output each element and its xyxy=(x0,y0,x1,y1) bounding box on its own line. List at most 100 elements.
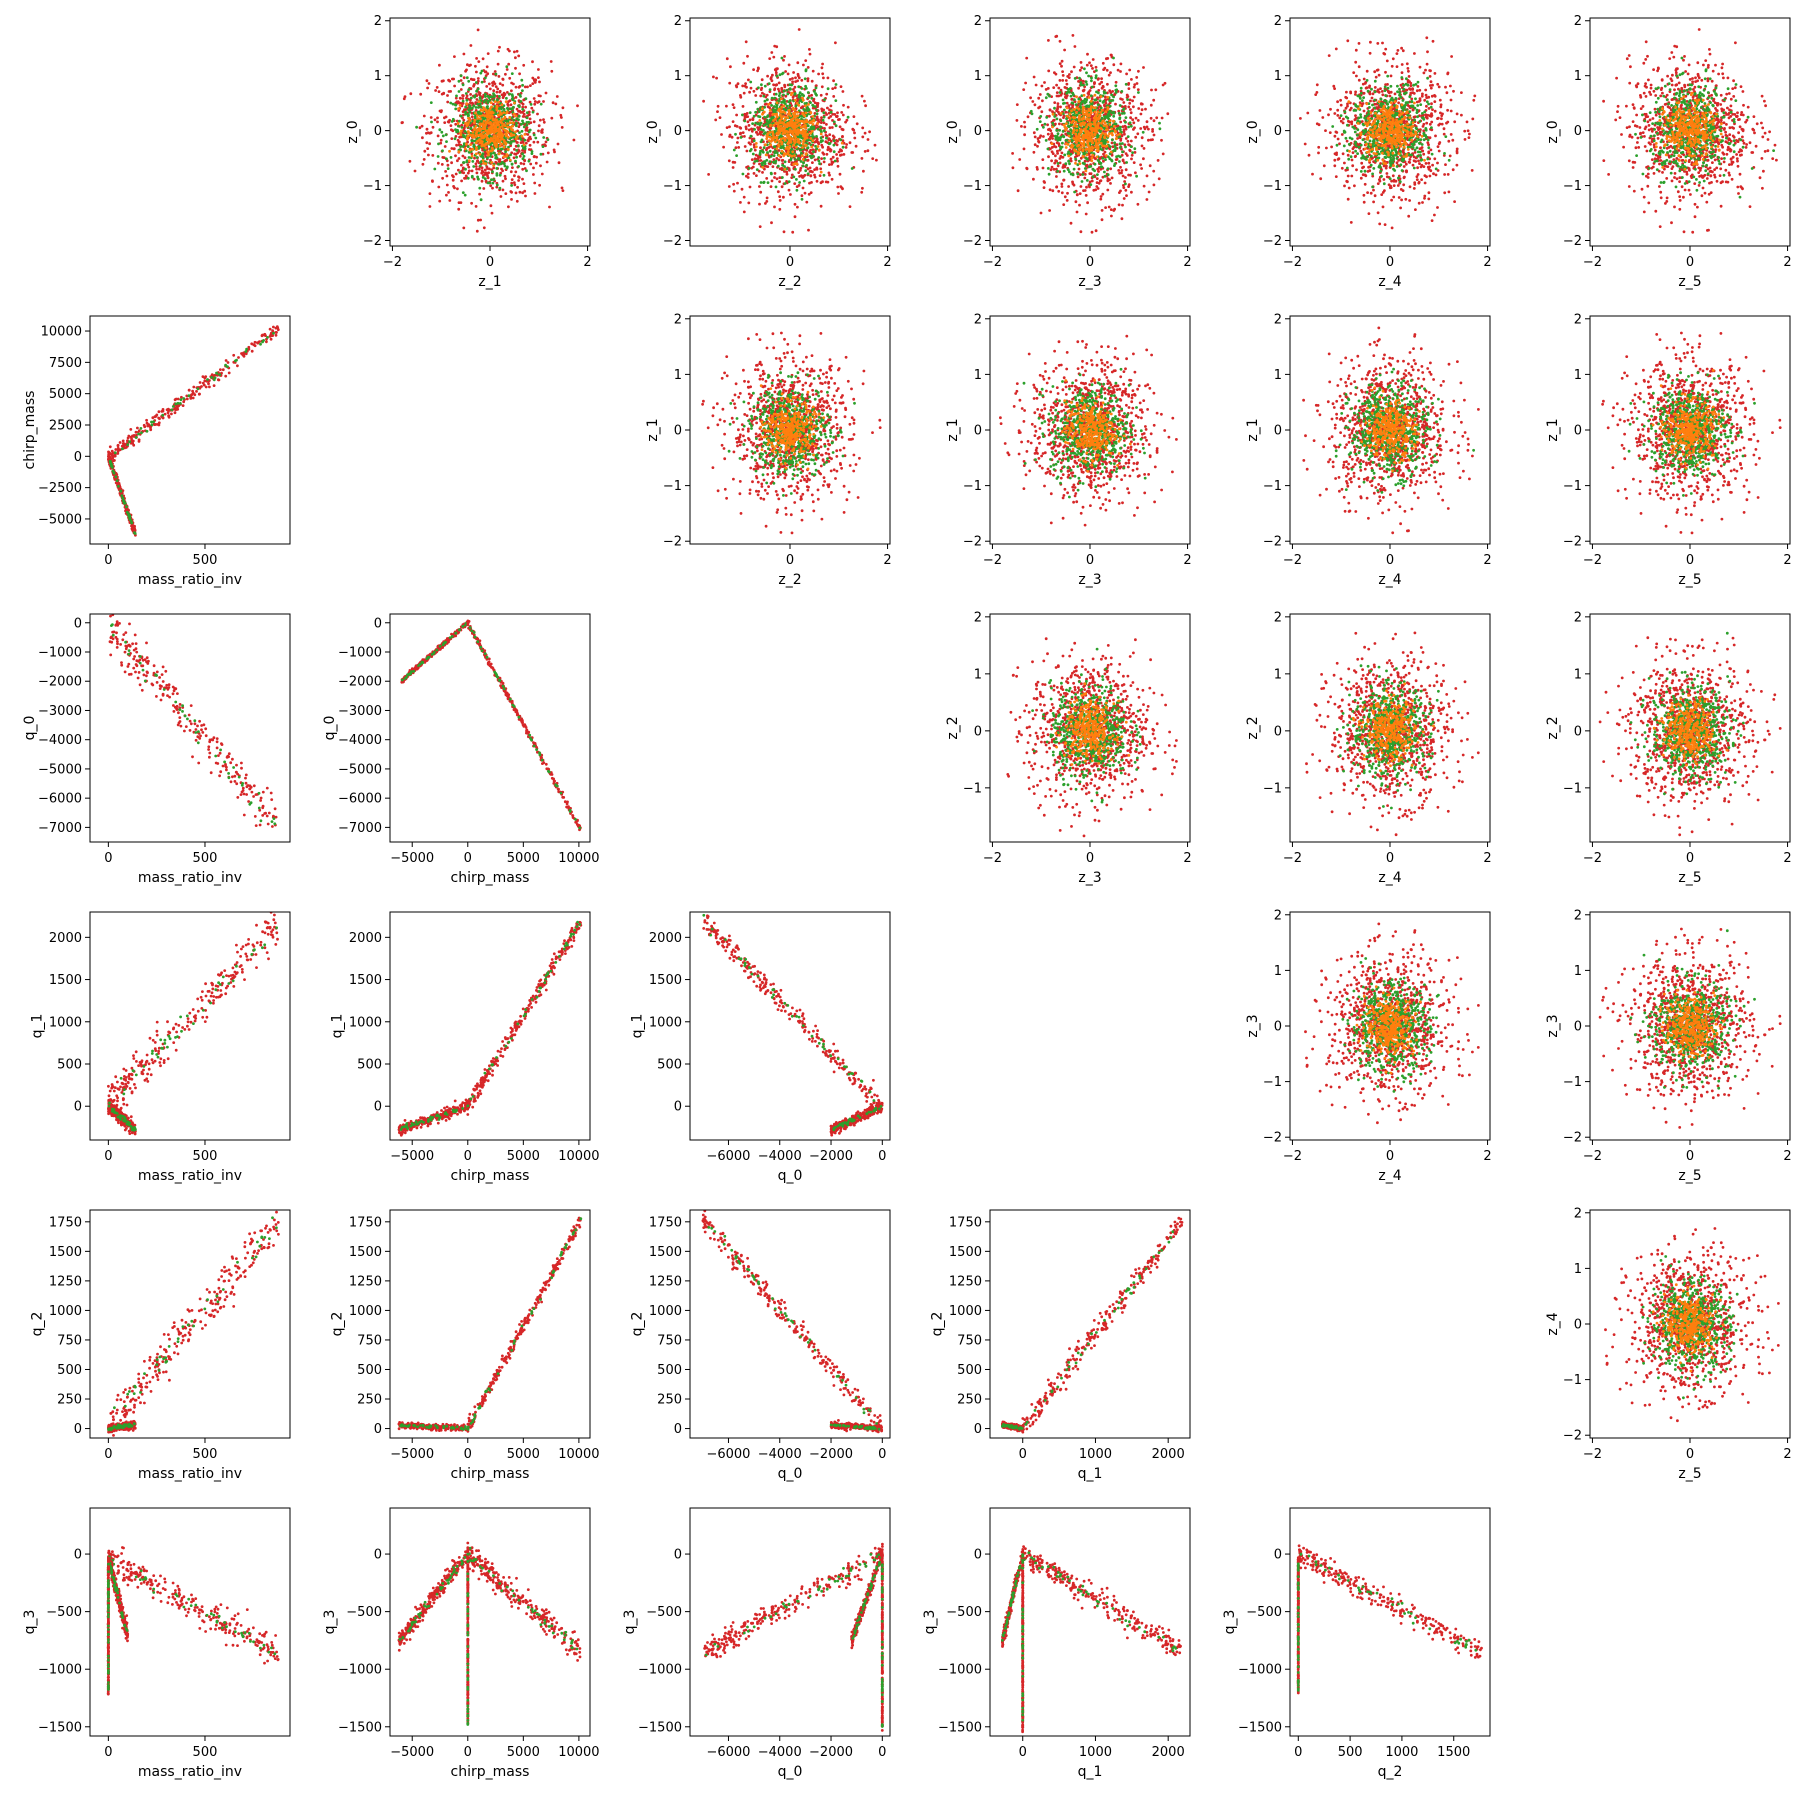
data-point xyxy=(783,160,787,164)
data-point xyxy=(837,192,840,195)
data-point xyxy=(431,179,434,183)
data-point xyxy=(462,134,465,138)
data-point xyxy=(1136,88,1140,91)
data-point xyxy=(509,170,513,174)
data-point xyxy=(466,163,470,167)
data-point xyxy=(1048,108,1052,112)
data-point xyxy=(469,93,472,96)
data-point xyxy=(718,116,722,119)
data-point xyxy=(1097,181,1101,185)
data-point xyxy=(786,116,790,120)
data-point xyxy=(425,127,429,131)
data-point xyxy=(494,85,498,88)
data-point xyxy=(805,87,808,90)
data-point xyxy=(469,133,472,137)
data-point xyxy=(800,154,804,158)
data-point xyxy=(790,124,794,128)
data-point xyxy=(1045,116,1049,119)
data-point xyxy=(761,107,764,111)
data-point xyxy=(493,94,496,97)
data-point xyxy=(757,67,760,71)
data-point xyxy=(1144,107,1147,111)
data-point xyxy=(806,77,810,81)
data-point xyxy=(469,77,473,81)
data-point xyxy=(796,110,799,114)
data-point xyxy=(520,78,524,82)
data-point xyxy=(481,95,484,99)
data-point xyxy=(736,82,740,86)
data-point xyxy=(1140,136,1144,140)
data-point xyxy=(1058,122,1061,126)
data-point xyxy=(1119,120,1123,124)
data-point xyxy=(460,123,464,127)
data-point xyxy=(1062,102,1065,105)
data-point xyxy=(824,140,828,144)
data-point xyxy=(779,124,783,128)
data-point xyxy=(511,107,514,111)
data-point xyxy=(444,157,448,161)
data-point xyxy=(505,130,509,134)
data-point xyxy=(1110,153,1114,157)
x-tick-label: −2 xyxy=(383,255,402,270)
data-point xyxy=(490,152,493,155)
data-point xyxy=(786,142,790,146)
data-point xyxy=(810,145,814,149)
data-point xyxy=(1031,100,1035,103)
data-point xyxy=(1091,67,1094,70)
data-point xyxy=(1063,86,1067,89)
data-point xyxy=(758,185,761,188)
data-point xyxy=(504,134,508,138)
data-point xyxy=(846,105,850,109)
data-point xyxy=(790,91,794,95)
data-point xyxy=(551,101,555,105)
data-point xyxy=(822,173,826,177)
data-point xyxy=(793,93,797,96)
data-point xyxy=(810,181,813,184)
data-point xyxy=(502,107,506,111)
data-point xyxy=(846,115,850,119)
data-point xyxy=(792,71,795,74)
data-point xyxy=(475,57,478,60)
data-point xyxy=(504,72,507,76)
data-point xyxy=(822,111,826,115)
data-point xyxy=(826,87,830,91)
data-point xyxy=(542,100,545,103)
data-point xyxy=(479,134,483,138)
data-point xyxy=(477,60,481,63)
data-point xyxy=(453,84,456,88)
data-point xyxy=(409,92,413,96)
data-point xyxy=(788,135,791,139)
data-point xyxy=(765,200,769,203)
data-point xyxy=(1133,151,1137,154)
data-point xyxy=(768,57,772,60)
data-point xyxy=(802,134,805,138)
data-point xyxy=(535,155,538,159)
data-point xyxy=(766,181,770,185)
data-point xyxy=(474,162,478,166)
data-point xyxy=(521,121,525,125)
data-point xyxy=(465,94,469,98)
data-point xyxy=(770,51,774,54)
data-point xyxy=(777,143,780,147)
data-point xyxy=(1067,185,1070,188)
data-point xyxy=(500,142,504,146)
data-point xyxy=(832,95,836,98)
data-point xyxy=(1117,109,1121,113)
data-point xyxy=(1083,167,1087,170)
data-point xyxy=(773,117,777,121)
data-point xyxy=(767,82,771,85)
data-point xyxy=(774,83,778,87)
data-point xyxy=(498,89,502,93)
data-point xyxy=(506,91,509,94)
data-point xyxy=(1015,103,1019,106)
data-point xyxy=(483,144,486,148)
data-point xyxy=(489,158,492,162)
data-point xyxy=(1066,131,1070,135)
data-point xyxy=(468,64,471,67)
data-point xyxy=(505,110,509,114)
data-point xyxy=(504,192,508,196)
data-point xyxy=(800,78,804,82)
data-point xyxy=(732,182,735,186)
data-point xyxy=(764,131,767,135)
data-point xyxy=(1115,143,1119,147)
